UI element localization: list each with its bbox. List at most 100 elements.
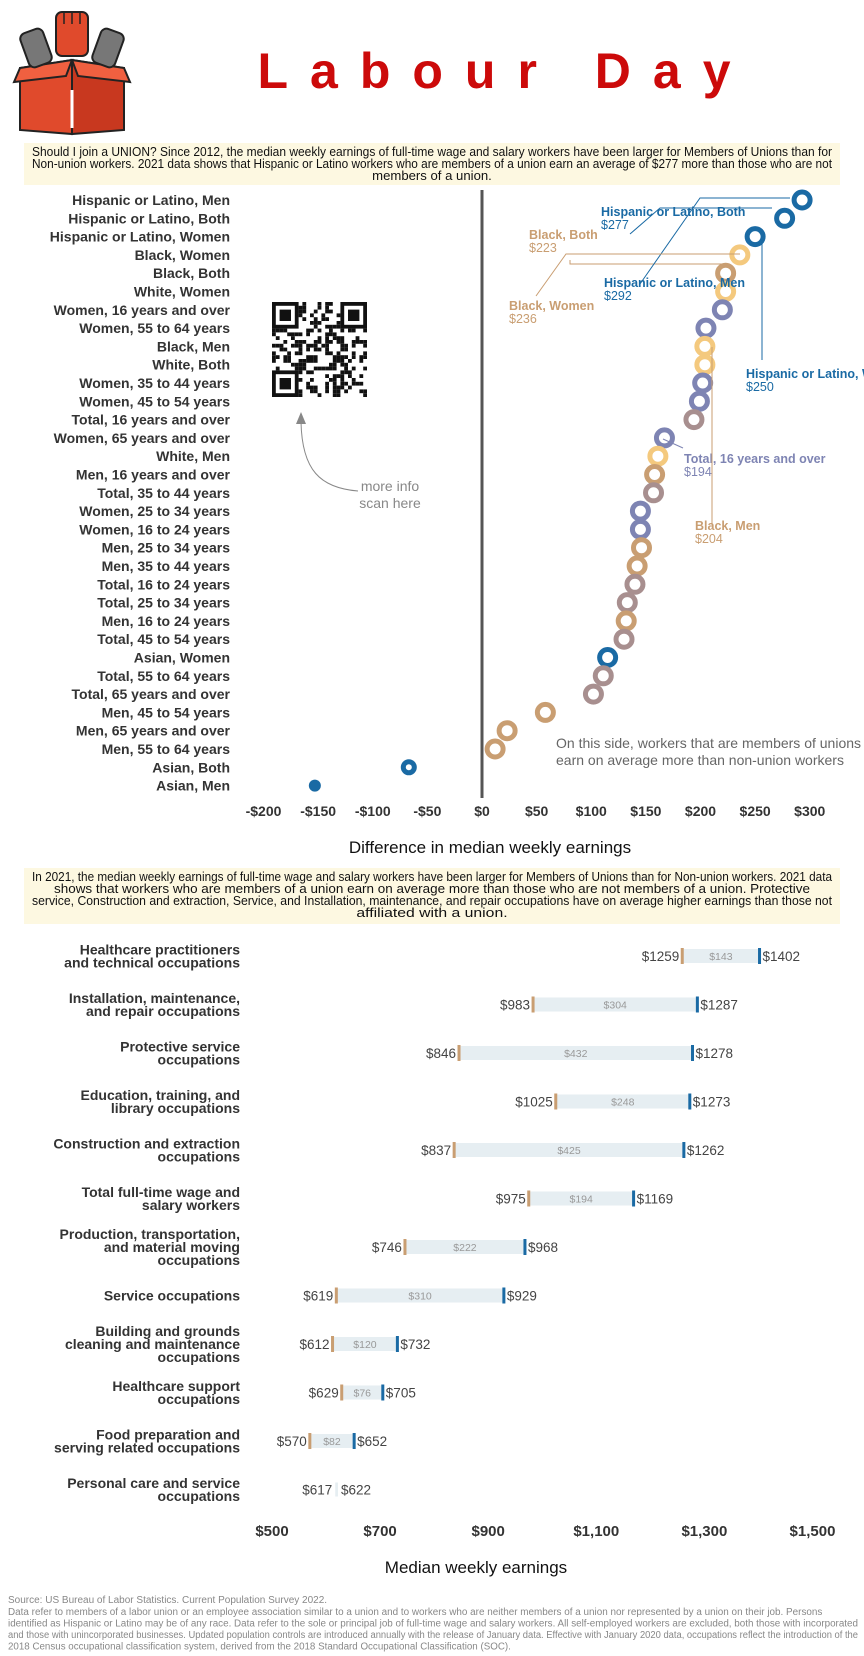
- category-label: Men, 16 years and over: [76, 467, 231, 483]
- union-value: $732: [400, 1337, 430, 1352]
- nonunion-value: $629: [309, 1386, 339, 1401]
- category-label: occupations: [158, 1349, 241, 1365]
- category-label: Building and grounds: [95, 1323, 240, 1339]
- gap-label: $194: [569, 1194, 593, 1206]
- union-value: $1402: [763, 949, 801, 964]
- category-label: Education, training, and: [81, 1087, 240, 1103]
- category-label: Total, 16 to 24 years: [97, 576, 230, 592]
- nonunion-value: $1025: [515, 1095, 553, 1110]
- union-mark: [758, 948, 762, 964]
- qr-code-icon[interactable]: [272, 302, 367, 397]
- category-label: salary workers: [142, 1197, 240, 1213]
- category-label: White, Men: [156, 448, 230, 464]
- union-mark: [695, 996, 699, 1013]
- data-point: [484, 738, 506, 760]
- gap-bar: [335, 1482, 338, 1497]
- gap-label: $143: [709, 951, 733, 963]
- nonunion-value: $612: [299, 1337, 329, 1352]
- union-value: $1169: [637, 1192, 674, 1207]
- data-point: [582, 683, 604, 705]
- nonunion-mark: [340, 1384, 344, 1401]
- union-mark: [682, 1142, 686, 1158]
- data-point: [644, 464, 666, 485]
- nonunion-mark: [527, 1190, 531, 1207]
- data-point: [613, 628, 635, 650]
- difference-chart: -$200 -$150 -$100 -$50 $0 $50 $100 $150 $200 $250…: [50, 189, 864, 857]
- x-tick-label: $1,300: [681, 1523, 727, 1540]
- gap-label: $82: [323, 1436, 341, 1448]
- category-label: Personal care and service: [67, 1475, 240, 1491]
- x-tick-label: $150: [630, 803, 661, 819]
- category-label: Asian, Both: [152, 759, 230, 775]
- annotation-value: $277: [601, 218, 629, 232]
- category-label: White, Women: [134, 284, 230, 300]
- nonunion-value: $746: [372, 1240, 402, 1255]
- x-tick-label: $1,100: [573, 1523, 619, 1540]
- nonunion-mark: [554, 1093, 558, 1110]
- data-point: [791, 189, 813, 211]
- category-label: cleaning and maintenance: [65, 1336, 240, 1352]
- gap-bar: [555, 1094, 690, 1109]
- annotation-value: $194: [684, 465, 712, 479]
- arrow-up-icon: [296, 412, 306, 424]
- data-point: [688, 390, 710, 412]
- data-point: [694, 335, 716, 357]
- union-value: $1273: [693, 1095, 731, 1110]
- category-label: Black, Women: [135, 247, 230, 263]
- category-label: Installation, maintenance,: [69, 990, 240, 1006]
- category-label: Total, 25 to 34 years: [97, 595, 230, 611]
- intro-text-2: In 2021, the median weekly earnings of f…: [32, 870, 832, 920]
- data-point: [695, 317, 717, 339]
- data-point: [616, 592, 638, 614]
- category-label: occupations: [158, 1391, 241, 1407]
- data-point: [496, 720, 518, 742]
- gap-label: $304: [604, 1000, 628, 1012]
- category-label: Black, Both: [153, 265, 230, 281]
- x-tick-label: $1,500: [790, 1523, 836, 1540]
- annotation-name: Black, Men: [695, 519, 760, 533]
- data-point: [715, 281, 737, 302]
- x-tick-label: $250: [740, 803, 771, 819]
- qr-caption-line: more info: [361, 478, 420, 494]
- intro-line: Should I join a UNION? Since 2012, the m…: [32, 145, 832, 159]
- category-label: and technical occupations: [64, 955, 240, 971]
- data-point: [643, 482, 665, 504]
- data-point: [534, 701, 556, 723]
- data-point: [626, 555, 648, 577]
- category-label: Women, 16 to 24 years: [79, 521, 230, 537]
- union-value: $1278: [696, 1046, 734, 1061]
- fist-box-icon: [12, 11, 132, 136]
- x-tick-label: -$200: [246, 803, 282, 819]
- gap-bar: [682, 949, 760, 963]
- union-mark: [688, 1093, 692, 1110]
- category-label: serving related occupations: [54, 1440, 240, 1456]
- nonunion-value: $846: [426, 1046, 456, 1061]
- category-label: Women, 25 to 34 years: [79, 503, 230, 519]
- category-label: Men, 55 to 64 years: [102, 741, 231, 757]
- x-tick-label: $200: [685, 803, 716, 819]
- note-line: Data refer to members of a labor union o…: [8, 1607, 822, 1618]
- category-label: Total, 65 years and over: [72, 686, 231, 702]
- note-line: identified as Hispanic or Latino may be …: [8, 1619, 858, 1630]
- category-label: Asian, Men: [156, 778, 230, 794]
- intro-line: shows that workers who are members of a …: [54, 882, 810, 896]
- intro-box-1: [24, 143, 840, 185]
- annotation-value: $292: [604, 289, 632, 303]
- qr-arrow-line: [300, 421, 359, 492]
- side-note-line: On this side, workers that are members o…: [556, 735, 861, 751]
- data-point: [629, 518, 651, 540]
- intro-line: service, Construction and extraction, Se…: [32, 894, 832, 908]
- gap-bar: [459, 1046, 693, 1060]
- annotation-leader: [639, 197, 790, 285]
- nonunion-mark: [308, 1433, 312, 1449]
- gap-label: $120: [353, 1339, 377, 1351]
- annotation-name: Hispanic or Latino, Both: [601, 205, 745, 219]
- category-label: Total, 55 to 64 years: [97, 668, 230, 684]
- union-mark: [352, 1433, 356, 1449]
- category-label: Total full-time wage and: [82, 1184, 240, 1200]
- union-value: $652: [357, 1434, 387, 1449]
- nonunion-value: $983: [500, 998, 530, 1013]
- union-mark: [395, 1336, 399, 1352]
- union-value: $1287: [700, 998, 738, 1013]
- nonunion-mark: [531, 996, 535, 1013]
